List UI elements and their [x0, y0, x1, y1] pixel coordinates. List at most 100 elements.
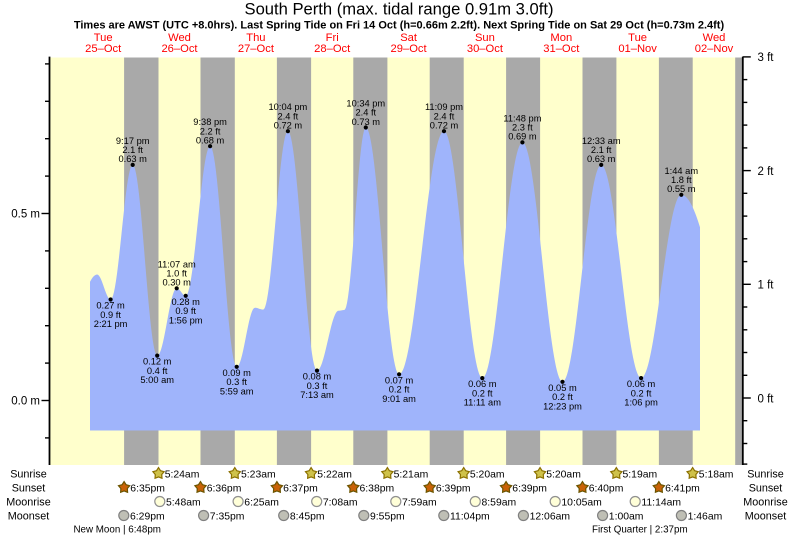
svg-text:7:08am: 7:08am	[323, 497, 358, 508]
svg-text:0.2 ft: 0.2 ft	[472, 388, 493, 398]
svg-text:1.0 ft: 1.0 ft	[166, 268, 187, 278]
svg-text:12:33 am: 12:33 am	[582, 136, 621, 146]
svg-text:2.4 ft: 2.4 ft	[434, 111, 455, 121]
svg-text:6:37pm: 6:37pm	[283, 483, 318, 494]
svg-text:28–Oct: 28–Oct	[314, 43, 351, 55]
svg-text:0.0 m: 0.0 m	[11, 396, 40, 408]
svg-text:6:35pm: 6:35pm	[130, 483, 165, 494]
svg-text:0.5 m: 0.5 m	[11, 209, 40, 221]
svg-text:01–Nov: 01–Nov	[618, 43, 657, 55]
svg-text:26–Oct: 26–Oct	[161, 43, 198, 55]
svg-text:Fri: Fri	[326, 32, 339, 44]
svg-text:11:48 pm: 11:48 pm	[503, 113, 541, 123]
svg-text:0.63 m: 0.63 m	[118, 154, 147, 164]
svg-text:10:05am: 10:05am	[561, 497, 601, 508]
svg-text:5:20am: 5:20am	[470, 469, 505, 480]
svg-text:6:25am: 6:25am	[244, 497, 279, 508]
svg-text:9:55pm: 9:55pm	[370, 511, 405, 522]
svg-text:1 ft: 1 ft	[758, 280, 775, 292]
svg-text:3 ft: 3 ft	[758, 52, 775, 64]
svg-text:0.27 m: 0.27 m	[96, 301, 125, 311]
svg-text:1.8 ft: 1.8 ft	[671, 175, 692, 185]
svg-text:10:04 pm: 10:04 pm	[269, 102, 308, 112]
svg-text:11:11 am: 11:11 am	[464, 398, 502, 408]
svg-text:0.9 ft: 0.9 ft	[100, 310, 121, 320]
svg-text:0.30 m: 0.30 m	[162, 278, 191, 288]
svg-text:0.69 m: 0.69 m	[508, 132, 537, 142]
svg-text:0.05 m: 0.05 m	[548, 383, 577, 393]
svg-text:0.73 m: 0.73 m	[352, 117, 381, 127]
svg-text:0.08 m: 0.08 m	[303, 372, 332, 382]
svg-text:8:59am: 8:59am	[482, 497, 517, 508]
svg-text:0.2 ft: 0.2 ft	[389, 385, 410, 395]
svg-text:0.9 ft: 0.9 ft	[175, 306, 196, 316]
svg-text:0.3 ft: 0.3 ft	[307, 381, 328, 391]
svg-text:2:21 pm: 2:21 pm	[94, 319, 128, 329]
svg-text:5:19am: 5:19am	[623, 469, 658, 480]
svg-text:9:38 pm: 9:38 pm	[193, 117, 227, 127]
svg-text:5:18am: 5:18am	[699, 469, 734, 480]
svg-text:30–Oct: 30–Oct	[467, 43, 504, 55]
svg-text:1:00am: 1:00am	[609, 511, 644, 522]
svg-text:2.4 ft: 2.4 ft	[355, 108, 376, 118]
svg-text:5:21am: 5:21am	[394, 469, 429, 480]
svg-text:0.12 m: 0.12 m	[143, 357, 172, 367]
svg-text:2 ft: 2 ft	[758, 166, 775, 178]
svg-text:2.1 ft: 2.1 ft	[122, 145, 143, 155]
svg-text:0.72 m: 0.72 m	[430, 121, 459, 131]
svg-text:5:24am: 5:24am	[165, 469, 200, 480]
svg-text:10:34 pm: 10:34 pm	[346, 99, 385, 109]
svg-text:31–Oct: 31–Oct	[543, 43, 580, 55]
svg-text:11:09 pm: 11:09 pm	[425, 102, 463, 112]
svg-text:1:44 am: 1:44 am	[665, 166, 699, 176]
svg-text:0.2 ft: 0.2 ft	[552, 392, 573, 402]
svg-text:6:39pm: 6:39pm	[436, 483, 471, 494]
svg-text:Moonrise: Moonrise	[6, 496, 50, 508]
svg-text:0.3 ft: 0.3 ft	[226, 377, 247, 387]
svg-text:6:40pm: 6:40pm	[589, 483, 624, 494]
svg-text:11:07 am: 11:07 am	[158, 259, 196, 269]
svg-text:Tue: Tue	[94, 32, 113, 44]
svg-text:02–Nov: 02–Nov	[695, 43, 734, 55]
svg-text:Moonrise: Moonrise	[743, 496, 787, 508]
svg-text:11:04pm: 11:04pm	[450, 511, 490, 522]
svg-text:Thu: Thu	[246, 32, 265, 44]
svg-text:7:13 am: 7:13 am	[300, 390, 334, 400]
svg-text:9:01 am: 9:01 am	[382, 394, 416, 404]
svg-text:6:38pm: 6:38pm	[360, 483, 395, 494]
svg-text:27–Oct: 27–Oct	[238, 43, 275, 55]
svg-text:0.55 m: 0.55 m	[667, 184, 696, 194]
svg-text:Moonset: Moonset	[8, 510, 49, 522]
svg-text:29–Oct: 29–Oct	[391, 43, 428, 55]
svg-text:7:35pm: 7:35pm	[210, 511, 245, 522]
svg-text:Sunrise: Sunrise	[747, 468, 784, 480]
svg-text:12:23 pm: 12:23 pm	[543, 401, 582, 411]
svg-text:12:06am: 12:06am	[530, 511, 570, 522]
svg-text:0.63 m: 0.63 m	[587, 154, 616, 164]
svg-text:2.1 ft: 2.1 ft	[591, 145, 612, 155]
svg-text:1:06 pm: 1:06 pm	[624, 398, 658, 408]
svg-text:0.2 ft: 0.2 ft	[631, 388, 652, 398]
svg-text:0.09 m: 0.09 m	[222, 368, 251, 378]
svg-text:Wed: Wed	[703, 32, 726, 44]
svg-text:8:45pm: 8:45pm	[290, 511, 325, 522]
svg-text:0.68 m: 0.68 m	[196, 136, 225, 146]
svg-text:7:59am: 7:59am	[402, 497, 437, 508]
svg-text:6:41pm: 6:41pm	[665, 483, 700, 494]
svg-text:25–Oct: 25–Oct	[85, 43, 122, 55]
svg-text:First Quarter | 2:37pm: First Quarter | 2:37pm	[592, 524, 688, 535]
svg-text:5:20am: 5:20am	[546, 469, 581, 480]
svg-text:5:59 am: 5:59 am	[220, 386, 254, 396]
svg-text:Moonset: Moonset	[745, 510, 786, 522]
svg-text:0.4 ft: 0.4 ft	[147, 366, 168, 376]
svg-text:9:17 pm: 9:17 pm	[116, 136, 150, 146]
svg-text:0.28 m: 0.28 m	[171, 297, 200, 307]
svg-text:Wed: Wed	[168, 32, 191, 44]
svg-text:0.72 m: 0.72 m	[274, 121, 303, 131]
svg-text:South Perth (max. tidal range: South Perth (max. tidal range 0.91m 3.0f…	[245, 0, 554, 19]
svg-text:2.2 ft: 2.2 ft	[200, 126, 221, 136]
svg-text:New Moon | 6:48pm: New Moon | 6:48pm	[73, 524, 161, 535]
svg-text:2.3 ft: 2.3 ft	[512, 123, 533, 133]
svg-text:2.4 ft: 2.4 ft	[278, 111, 299, 121]
svg-text:5:23am: 5:23am	[241, 469, 276, 480]
